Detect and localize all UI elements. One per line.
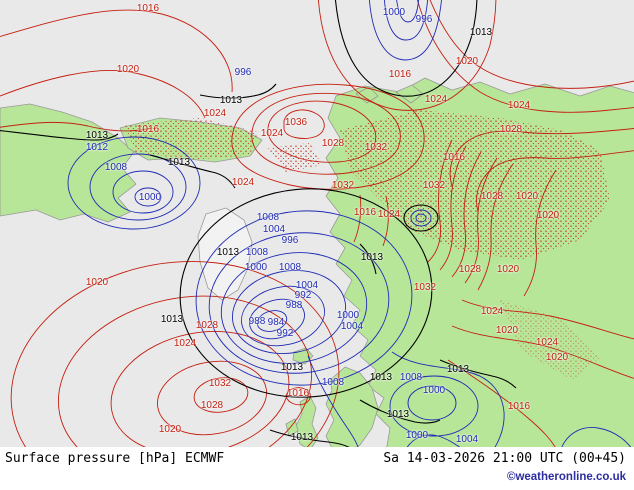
isobars-low-pressure bbox=[67, 0, 632, 447]
map-footer: Surface pressure [hPa] ECMWF Sa 14-03-20… bbox=[0, 447, 634, 490]
valid-time: Sa 14-03-2026 21:00 UTC (00+45) bbox=[383, 451, 626, 466]
isobars-1013-boundary bbox=[0, 0, 517, 447]
pressure-map: 1016 1020 1016 1020 1024 1024 1024 1036 1024 1028… bbox=[0, 0, 634, 447]
terrain-speckle-layer bbox=[125, 110, 610, 380]
credit-link[interactable]: ©weatheronline.co.uk bbox=[506, 471, 626, 483]
pressure-map-svg bbox=[0, 0, 634, 447]
product-title: Surface pressure [hPa] ECMWF bbox=[5, 451, 225, 466]
isobars-high-pressure bbox=[0, 0, 634, 447]
greenland-landmass bbox=[197, 207, 253, 301]
